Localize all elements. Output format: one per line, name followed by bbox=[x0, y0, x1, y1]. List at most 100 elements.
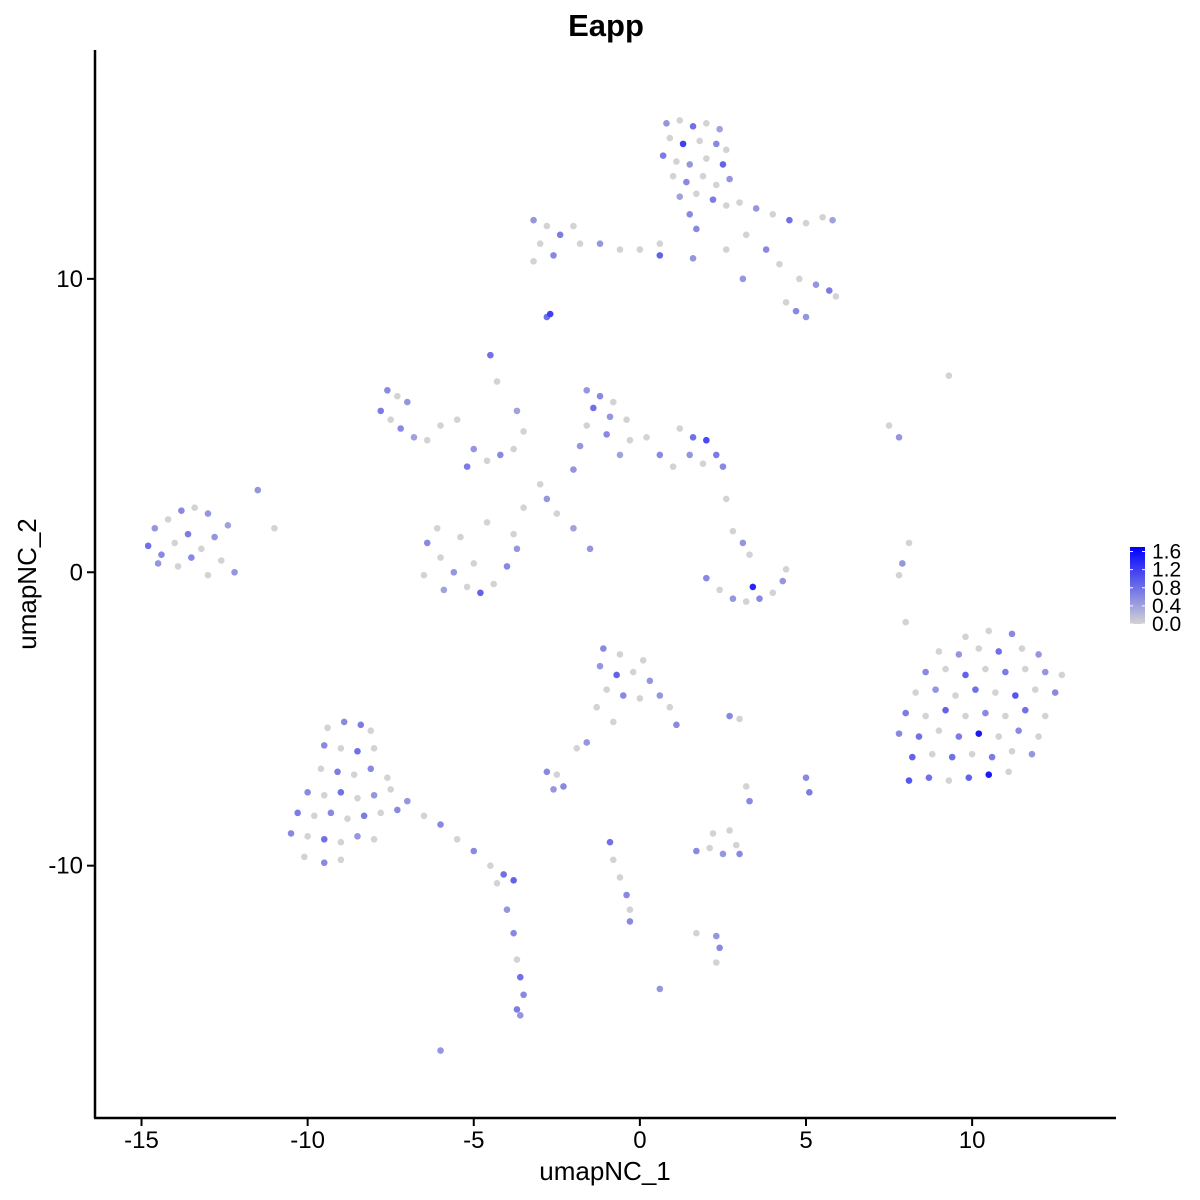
data-point bbox=[1021, 706, 1029, 714]
data-point bbox=[659, 152, 667, 159]
data-point bbox=[1058, 671, 1066, 679]
data-point bbox=[676, 117, 684, 124]
data-point bbox=[752, 205, 760, 212]
data-point bbox=[573, 745, 581, 752]
data-point bbox=[948, 753, 956, 761]
data-point bbox=[394, 806, 401, 814]
data-point bbox=[716, 586, 723, 594]
data-point bbox=[722, 495, 730, 503]
data-point bbox=[626, 436, 634, 444]
data-point bbox=[576, 240, 584, 247]
x-tick-label: 0 bbox=[633, 1127, 646, 1154]
data-point bbox=[703, 574, 710, 582]
data-point bbox=[510, 877, 517, 884]
data-point bbox=[583, 387, 591, 394]
data-point bbox=[756, 595, 763, 602]
data-point bbox=[543, 768, 551, 776]
data-point bbox=[713, 932, 720, 940]
data-point bbox=[1035, 733, 1042, 740]
data-point bbox=[463, 463, 471, 470]
data-point bbox=[174, 563, 182, 570]
data-point bbox=[616, 451, 624, 459]
data-point bbox=[975, 730, 983, 737]
data-point bbox=[536, 480, 544, 488]
data-point bbox=[287, 830, 295, 837]
data-point bbox=[583, 422, 591, 429]
data-point bbox=[516, 973, 524, 981]
data-point bbox=[570, 466, 577, 473]
data-point bbox=[254, 486, 262, 494]
data-point bbox=[988, 753, 996, 761]
data-point bbox=[470, 445, 478, 453]
data-point bbox=[982, 665, 989, 673]
data-point bbox=[463, 583, 471, 591]
data-point bbox=[679, 140, 687, 148]
data-point bbox=[437, 821, 444, 828]
data-point bbox=[191, 504, 198, 512]
data-point bbox=[992, 689, 999, 696]
data-point bbox=[895, 730, 903, 737]
data-point bbox=[420, 812, 428, 820]
data-point bbox=[337, 838, 345, 846]
data-point bbox=[693, 225, 700, 233]
data-point bbox=[686, 451, 694, 459]
data-point bbox=[782, 299, 790, 306]
data-point bbox=[663, 120, 670, 127]
data-point bbox=[646, 677, 654, 685]
data-point bbox=[722, 246, 730, 253]
data-point bbox=[909, 753, 916, 761]
data-point bbox=[962, 712, 969, 720]
data-point bbox=[656, 240, 664, 247]
data-point bbox=[503, 563, 511, 570]
data-point bbox=[746, 797, 753, 805]
colorbar-tick-label: 1.6 bbox=[1152, 541, 1181, 564]
data-point bbox=[912, 689, 919, 696]
data-point bbox=[1005, 768, 1012, 776]
data-point bbox=[367, 765, 375, 773]
data-point bbox=[553, 510, 561, 517]
x-tick-label: -5 bbox=[463, 1127, 484, 1154]
data-point bbox=[387, 786, 395, 793]
data-point bbox=[370, 791, 378, 799]
data-point bbox=[1021, 665, 1029, 673]
data-point bbox=[453, 416, 461, 423]
data-point bbox=[453, 835, 461, 843]
y-tick-label: 10 bbox=[56, 266, 83, 293]
data-point bbox=[693, 929, 700, 937]
data-point bbox=[955, 651, 963, 658]
data-point bbox=[616, 651, 624, 658]
data-point bbox=[762, 246, 770, 253]
data-point bbox=[739, 275, 747, 283]
data-point bbox=[802, 219, 810, 227]
data-point bbox=[629, 668, 637, 676]
colorbar-tick-label: 0.8 bbox=[1152, 577, 1181, 600]
data-point bbox=[320, 835, 328, 843]
data-point bbox=[972, 686, 979, 693]
data-point bbox=[905, 777, 913, 784]
data-point bbox=[786, 216, 793, 224]
y-tick-label: -10 bbox=[48, 853, 83, 880]
data-point bbox=[420, 571, 428, 579]
data-point bbox=[503, 906, 511, 913]
data-point bbox=[603, 431, 610, 438]
data-point bbox=[423, 436, 431, 444]
data-point bbox=[902, 709, 909, 717]
data-point bbox=[510, 530, 517, 538]
data-point bbox=[693, 847, 700, 855]
data-point bbox=[583, 739, 591, 746]
data-point bbox=[922, 712, 929, 720]
data-point bbox=[354, 794, 361, 802]
data-point bbox=[942, 706, 949, 714]
data-point bbox=[158, 551, 165, 558]
data-point bbox=[596, 392, 604, 400]
data-point bbox=[550, 252, 557, 259]
data-point bbox=[812, 281, 820, 289]
data-point bbox=[922, 668, 929, 676]
data-point bbox=[742, 783, 750, 790]
data-point bbox=[782, 566, 790, 573]
colorbar-tick-label: 1.2 bbox=[1152, 559, 1181, 582]
data-point bbox=[742, 598, 750, 605]
data-point bbox=[606, 838, 614, 846]
colorbar-tick-label: 0.0 bbox=[1152, 613, 1181, 636]
